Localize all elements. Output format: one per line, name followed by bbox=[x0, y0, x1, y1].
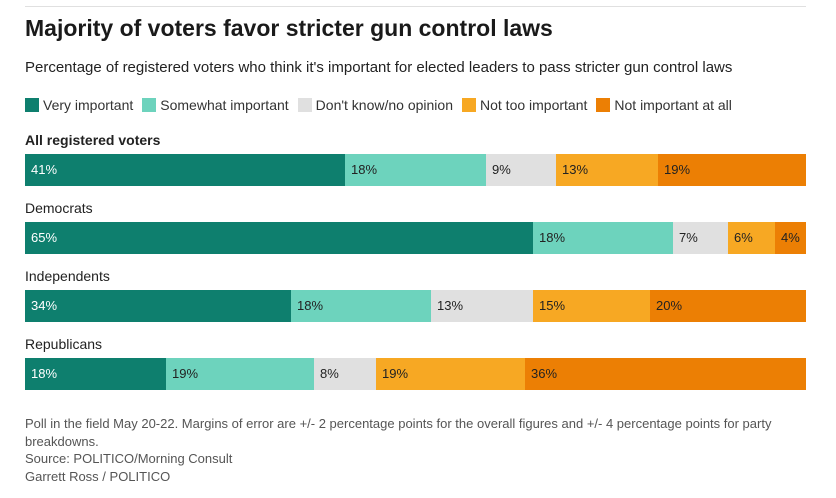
bar-segment-not-too-important bbox=[728, 222, 775, 254]
data-label: 6% bbox=[734, 230, 753, 245]
byline: Garrett Ross / POLITICO bbox=[25, 469, 171, 484]
legend-label: Don't know/no opinion bbox=[315, 97, 453, 113]
data-label: 4% bbox=[781, 230, 800, 245]
legend-swatch bbox=[462, 98, 476, 112]
bar-segment-not-important-at-all bbox=[650, 290, 806, 322]
data-label: 20% bbox=[656, 298, 683, 313]
group-label-all: All registered voters bbox=[25, 132, 161, 148]
legend-item-not-too-important: Not too important bbox=[462, 97, 587, 113]
bar-all-registered-voters: 41% 18% 9% 13% 19% bbox=[25, 154, 806, 186]
data-label: 19% bbox=[382, 366, 409, 381]
data-label: 9% bbox=[492, 162, 511, 177]
bar-segment-very-important bbox=[25, 154, 345, 186]
bar-segment-don-t-know-no-opinion bbox=[431, 290, 533, 322]
legend-swatch bbox=[297, 98, 312, 112]
bar-republicans: 18% 19% 8% 19% 36% bbox=[25, 358, 806, 390]
legend-item-somewhat-important: Somewhat important bbox=[142, 97, 289, 113]
data-label: 41% bbox=[31, 162, 58, 177]
bar-segment-not-too-important bbox=[556, 154, 658, 186]
legend-item-not-important-at-all: Not important at all bbox=[596, 97, 732, 113]
bar-segment-very-important bbox=[25, 290, 291, 322]
data-label: 15% bbox=[539, 298, 566, 313]
data-label: 18% bbox=[31, 366, 58, 381]
legend-swatch bbox=[25, 98, 39, 112]
chart-subtitle: Percentage of registered voters who thin… bbox=[25, 59, 733, 76]
data-label: 8% bbox=[320, 366, 339, 381]
legend-swatch bbox=[596, 98, 611, 112]
bar-independents: 34% 18% 13% 15% 20% bbox=[25, 290, 806, 322]
group-label-independents: Independents bbox=[25, 268, 110, 284]
data-label: 19% bbox=[172, 366, 199, 381]
chart-title: Majority of voters favor stricter gun co… bbox=[25, 15, 553, 41]
legend: Very important Somewhat important Don't … bbox=[25, 97, 741, 113]
bar-segment-don-t-know-no-opinion bbox=[486, 154, 556, 186]
bar-segment-not-too-important bbox=[376, 358, 525, 390]
bar-segment-very-important bbox=[25, 358, 166, 390]
legend-swatch bbox=[142, 98, 157, 112]
bar-segment-don-t-know-no-opinion bbox=[314, 358, 376, 390]
data-label: 34% bbox=[31, 298, 58, 313]
data-label: 19% bbox=[664, 162, 691, 177]
data-label: 18% bbox=[539, 230, 566, 245]
source-line: Source: POLITICO/Morning Consult bbox=[25, 451, 233, 466]
legend-item-dont-know: Don't know/no opinion bbox=[297, 97, 453, 113]
bar-democrats: 65% 18% 7% 6% 4% bbox=[25, 222, 806, 254]
bar-segment-somewhat-important bbox=[291, 290, 431, 322]
data-label: 36% bbox=[531, 366, 558, 381]
bar-segment-very-important bbox=[25, 222, 533, 254]
data-label: 18% bbox=[297, 298, 324, 313]
footnote: Poll in the field May 20-22. Margins of … bbox=[25, 416, 772, 449]
data-label: 7% bbox=[679, 230, 698, 245]
bar-segment-not-too-important bbox=[533, 290, 650, 322]
data-label: 65% bbox=[31, 230, 58, 245]
bar-segment-somewhat-important bbox=[166, 358, 314, 390]
bar-segment-not-important-at-all bbox=[775, 222, 806, 254]
group-label-democrats: Democrats bbox=[25, 200, 93, 216]
data-label: 13% bbox=[562, 162, 589, 177]
group-label-republicans: Republicans bbox=[25, 336, 103, 352]
bar-segment-somewhat-important bbox=[345, 154, 486, 186]
legend-label: Not too important bbox=[480, 97, 588, 113]
bar-segment-not-important-at-all bbox=[658, 154, 806, 186]
legend-item-very-important: Very important bbox=[25, 97, 133, 113]
data-label: 13% bbox=[437, 298, 464, 313]
top-rule bbox=[25, 6, 806, 7]
legend-label: Not important at all bbox=[614, 97, 732, 113]
legend-label: Somewhat important bbox=[160, 97, 289, 113]
bar-segment-somewhat-important bbox=[533, 222, 673, 254]
bar-segment-not-important-at-all bbox=[525, 358, 806, 390]
legend-label: Very important bbox=[43, 97, 134, 113]
bar-segment-don-t-know-no-opinion bbox=[673, 222, 728, 254]
data-label: 18% bbox=[351, 162, 378, 177]
